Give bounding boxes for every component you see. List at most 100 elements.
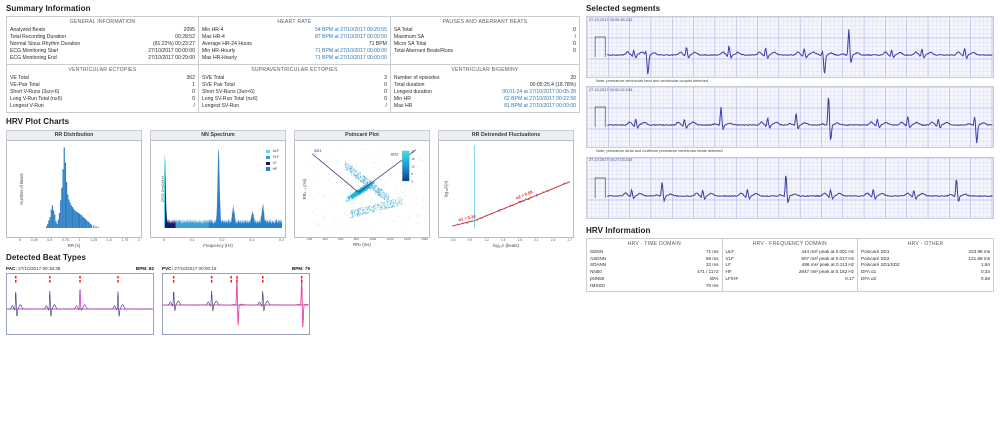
- row-label: VLF: [725, 255, 734, 261]
- chart-legend: ULF VLF LF HF: [265, 148, 279, 173]
- group-heading: GENERAL INFORMATION: [69, 19, 136, 25]
- chart-title: RR Distribution: [6, 130, 142, 140]
- segment-ecg-trace: [587, 87, 993, 148]
- hrv-information-table: HRV - TIME DOMAIN SDNN 71 ms ASDNN 66 ms S…: [586, 237, 994, 292]
- chart-ylabel: RRₙ₊₁ (ms): [301, 178, 307, 200]
- row-value: 20: [570, 75, 576, 82]
- row-value: 54 BPM at 27/10/2017 00:20:55: [314, 27, 387, 34]
- left-column: Summary Information GENERAL INFORMATION …: [0, 4, 584, 335]
- group-rows: SVE Total 3 SVE Pair Total 0 Short SV-Runs…: [199, 75, 390, 112]
- chart-inner: [20, 145, 138, 228]
- row-value: 0: [192, 89, 195, 96]
- row-value: 486 ms² peak at 0.113 Hz: [801, 262, 855, 268]
- xtick: 0.25: [30, 238, 38, 243]
- summary-row: ECG Monitoring Start 27/10/2017 00:00:00: [10, 48, 195, 55]
- row-value: 907 ms² peak at 0.017 Hz: [801, 255, 855, 261]
- row-value: /: [385, 103, 387, 110]
- row-value: 471 / 1172: [697, 269, 719, 275]
- chart-xlabel: Frequency (Hz): [203, 243, 233, 249]
- xtick: 2: [138, 238, 140, 243]
- xtick: 1400: [403, 237, 411, 242]
- xtick: 1.2: [484, 238, 489, 243]
- row-label: Long V-Run Total (n≥6): [10, 96, 63, 103]
- hrv-cell-time-domain: HRV - TIME DOMAIN SDNN 71 ms ASDNN 66 ms S…: [586, 237, 723, 292]
- segment-strip-3[interactable]: 27.10.2017 00:27:03.243: [586, 156, 994, 219]
- poincare-scatter: SD1 SD2 0 5 10 15 20: [308, 144, 426, 228]
- chart-xticks: 0.6 0.9 1.2 1.5 1.8 2.1 2.4 2.7: [438, 238, 574, 242]
- xtick: 1.5: [500, 238, 506, 243]
- summary-row: Longest duration 00:01:24 at 27/10/2017 0…: [394, 89, 576, 96]
- row-value: 0: [573, 27, 576, 34]
- beat-strip-header: PAC: 27/10/2017 00:18:38 BPM: 82: [6, 266, 154, 272]
- row-label: SDNN: [590, 248, 604, 254]
- row-value: 71 BPM: [368, 41, 387, 48]
- row-label: LF: [725, 262, 731, 268]
- segment-strip-1[interactable]: 27.10.2017 00:00:45.243: [586, 16, 994, 78]
- hrv-row: HF 2847 ms² peak at 0.182 Hz: [726, 269, 855, 276]
- row-value: (81.22%) 00:23:27: [153, 41, 195, 48]
- row-value: 00:28:52: [175, 34, 195, 41]
- svg-text:SD1: SD1: [314, 148, 322, 153]
- summary-row: ECG Monitoring End 27/10/2017 00:29:00: [10, 55, 195, 62]
- beat-strip-labels: PVC: 27/10/2017 00:00:16: [162, 266, 216, 272]
- summary-table-row-2: VENTRICULAR ECTOPIES VE Total 362 VE-Pair…: [6, 64, 581, 114]
- xtick: 1000: [369, 237, 377, 242]
- row-value: 87 BPM at 27/10/2017 00:00:50: [314, 34, 387, 41]
- summary-row: Long SV-Run Total (n≥6) 0: [202, 96, 387, 103]
- hrv-row: NN50 471 / 1172: [590, 269, 719, 276]
- chart-plot-area: RRₙ₊₁ (ms) SD1 SD2 0 5 10 15 20: [294, 139, 430, 238]
- summary-row: Analyzed Beats 2095: [10, 27, 195, 34]
- row-value: 27/10/2017 00:00:00: [148, 48, 195, 55]
- summary-row: SVE Pair Total 0: [202, 82, 387, 89]
- xtick: 200: [307, 237, 313, 242]
- row-value: 71 ms: [706, 248, 719, 254]
- right-column: Selected segments 27.10.2017 00:00:45.24…: [586, 0, 1000, 421]
- group-heading: HEART RATE: [277, 19, 312, 25]
- chart-xlabel: RRₙ (ms): [353, 242, 371, 248]
- row-label: SA Total: [393, 27, 413, 34]
- hrv-row: Poincaré SD1 223.98 ms: [861, 248, 990, 255]
- chart-xlabel: RR (s): [67, 243, 81, 249]
- chart-xlabel: log₁₀n (beats): [493, 242, 519, 248]
- chart-ylabel: log₁₀F(n): [443, 180, 449, 198]
- detected-beats-row: PAC: 27/10/2017 00:18:38 BPM: 82 PVC: 27…: [0, 266, 584, 335]
- group-heading: VENTRICULAR BIGEMINY: [451, 67, 519, 74]
- beat-timestamp: 27/10/2017 00:00:16: [174, 265, 217, 271]
- legend-label: HF: [272, 166, 278, 171]
- summary-row: Max HR 81 BPM at 27/10/2017 00:00:00: [394, 103, 576, 110]
- chart-poincare: Poincaré Plot RRₙ₊₁ (ms) SD1 SD2 0 5 10 15 20 …: [294, 130, 430, 248]
- xtick: 0.3: [249, 238, 255, 243]
- segment-timestamp: 27.10.2017 00:27:03.243: [589, 157, 633, 163]
- legend-label: LF: [272, 161, 277, 166]
- beat-strip-header: PVC: 27/10/2017 00:00:16 BPM: 79: [162, 266, 310, 272]
- row-label: Short V-Runs (3≤n<6): [10, 89, 60, 96]
- beat-waveform[interactable]: [6, 272, 154, 335]
- svg-text:10: 10: [411, 164, 415, 168]
- row-label: HF: [725, 269, 732, 275]
- chart-inner: SD1 SD2 0 5 10 15 20: [308, 144, 426, 228]
- svg-text:α2 = 0.58: α2 = 0.58: [515, 189, 534, 201]
- row-value: 71 BPM at 27/10/2017 00:00:00: [314, 48, 387, 55]
- segment-note: Note: premature atrial and multiform pre…: [596, 148, 723, 154]
- row-label: ECG Monitoring Start: [10, 48, 59, 55]
- beat-waveform[interactable]: Ventricular bigeminy Ventri bige: [162, 272, 310, 335]
- chart-xticks: 0 0.25 0.5 0.75 1 1.25 1.5 1.75 2: [6, 238, 142, 242]
- row-label: Max HR-4: [201, 34, 225, 41]
- beat-type-tag: PAC:: [6, 265, 17, 271]
- hrv-row: LF 486 ms² peak at 0.113 Hz: [726, 262, 855, 269]
- row-value: 444 ms² peak at 0.001 Hz: [801, 248, 855, 254]
- summary-row: Number of episodes 20: [394, 75, 576, 82]
- segment-strip-2[interactable]: 27.10.2017 00:02:02.243: [586, 86, 994, 149]
- summary-cell-ventricular-bigeminy: VENTRICULAR BIGEMINY Number of episodes 2…: [389, 64, 581, 114]
- summary-row: Total duration 00:05:25.4 (18.78%): [394, 82, 576, 89]
- row-label: Max HR: [393, 103, 413, 110]
- chart-nn-spectrum: NN Spectrum PSD (ms²/Hz) ULF VLF LF HF: [150, 130, 286, 248]
- row-value: 0.58: [981, 275, 990, 281]
- row-label: Poincaré SD1: [861, 248, 890, 254]
- beat-strip-pvc[interactable]: PVC: 27/10/2017 00:00:16 BPM: 79 Ventric…: [162, 266, 310, 335]
- beat-strip-pac[interactable]: PAC: 27/10/2017 00:18:38 BPM: 82: [6, 266, 154, 335]
- chart-inner: α1 = 0.34 α2 = 0.58: [452, 144, 570, 228]
- xtick: 1: [78, 238, 81, 243]
- row-value: 1.84: [981, 262, 990, 268]
- row-value: 1: [192, 82, 195, 89]
